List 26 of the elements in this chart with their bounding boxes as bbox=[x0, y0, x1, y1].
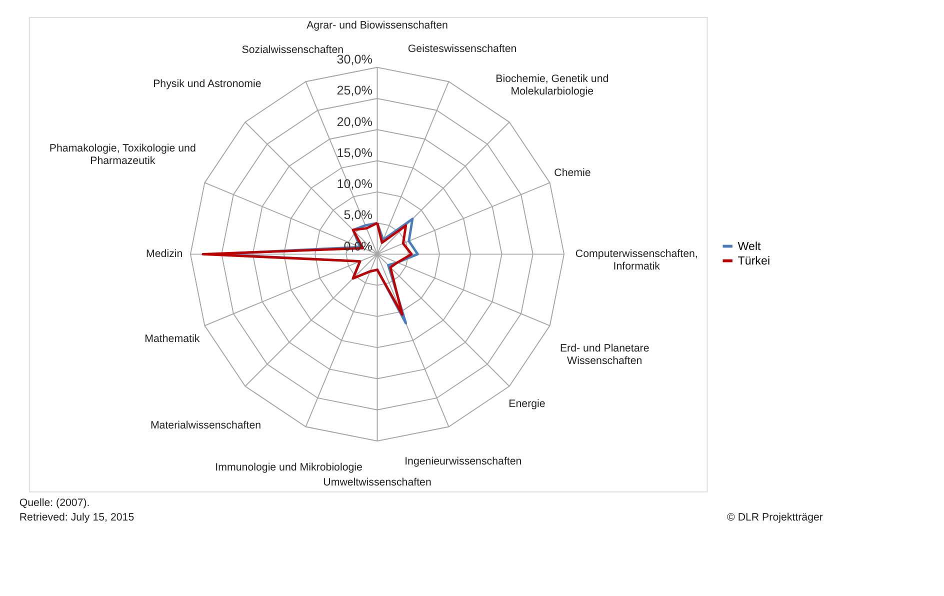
y-tick-label: 5,0% bbox=[344, 208, 372, 222]
spoke-label: Computerwissenschaften, Informatik bbox=[575, 248, 698, 273]
spoke-label: Phamakologie, Toxikologie und Pharmazeutik bbox=[49, 142, 196, 168]
y-tick-label: 25,0% bbox=[336, 84, 372, 98]
spoke-label: Energie bbox=[508, 398, 546, 410]
spoke-label: Medizin bbox=[146, 248, 183, 260]
y-tick-label: 20,0% bbox=[336, 114, 372, 129]
spoke-label: Mathematik bbox=[144, 333, 200, 346]
legend-label: Welt bbox=[738, 240, 762, 254]
spoke-label: Biochemie, Genetik und Molekularbiologie bbox=[496, 73, 609, 98]
y-tick-label: 0,0% bbox=[344, 239, 372, 254]
y-tick-label: 10,0% bbox=[336, 177, 372, 192]
spoke-label: Umweltwissenschaften bbox=[323, 476, 432, 488]
source-note: Quelle: (2007). bbox=[19, 496, 90, 509]
text: © DLR Projektträger bbox=[727, 511, 824, 524]
spoke-label: Erd- und Planetare Wissenschaften bbox=[560, 342, 650, 367]
text: Retrieved: July 15, 2015 bbox=[19, 511, 134, 524]
legend-label: Türkei bbox=[738, 254, 770, 268]
spoke-label: Geisteswissenschaften bbox=[408, 42, 517, 55]
spoke-label: Materialwissenschaften bbox=[150, 420, 262, 432]
spoke-label: Ingenieurwissenschaften bbox=[404, 455, 522, 468]
spoke-label: Agrar- und Biowissenschaften bbox=[306, 20, 448, 32]
y-tick-label: 15,0% bbox=[336, 146, 372, 160]
spoke-label: Chemie bbox=[554, 167, 591, 180]
spoke-label: Immunologie und Mikrobiologie bbox=[215, 462, 363, 474]
spoke-label: Physik und Astronomie bbox=[153, 78, 262, 90]
